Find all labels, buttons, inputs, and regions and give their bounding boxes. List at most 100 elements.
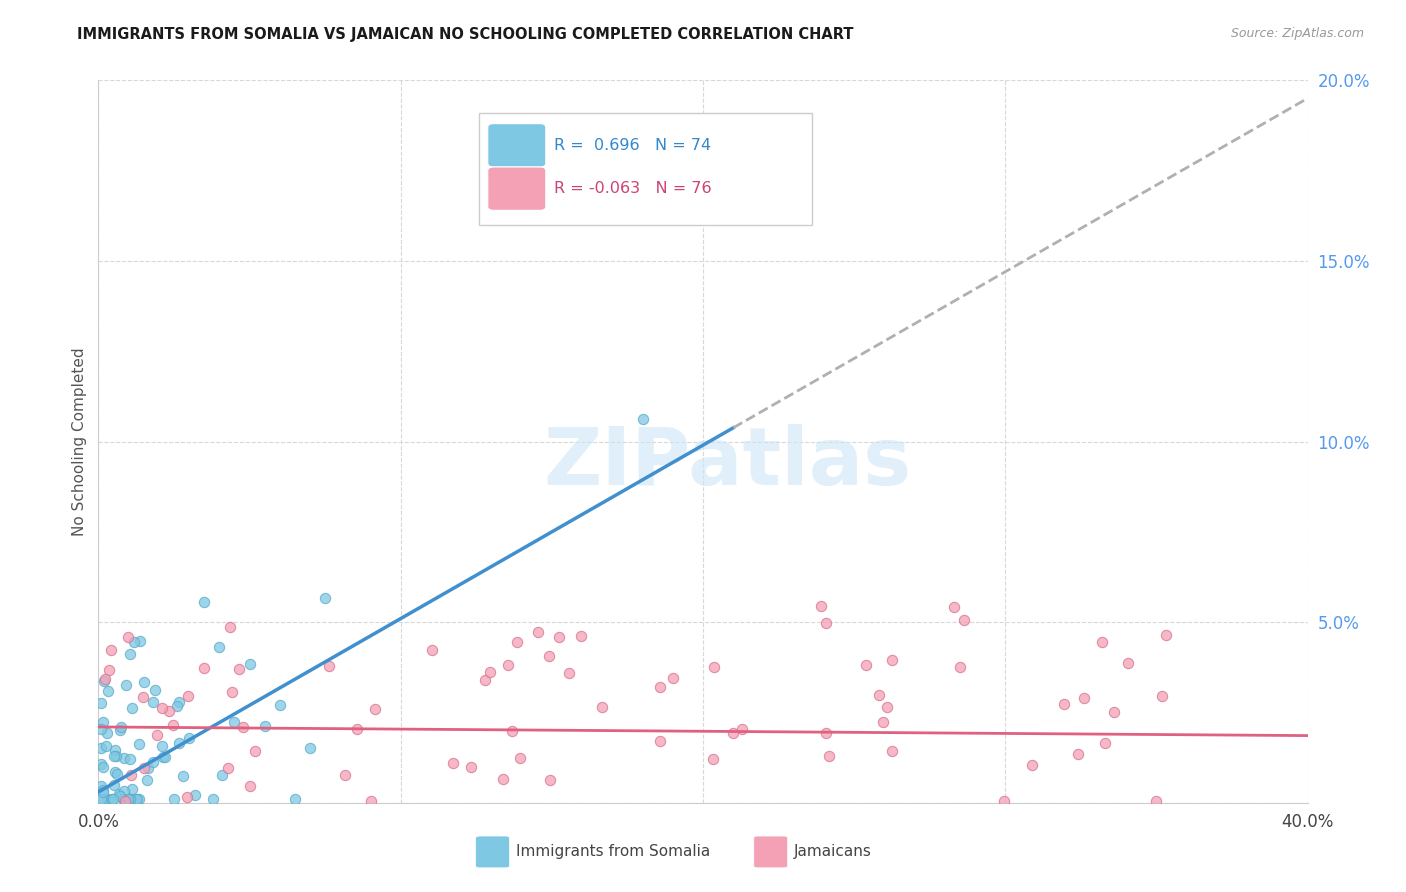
Point	[97, 792, 120, 806]
Point	[702, 751, 724, 765]
Text: IMMIGRANTS FROM SOMALIA VS JAMAICAN NO SCHOOLING COMPLETED CORRELATION CHART: IMMIGRANTS FROM SOMALIA VS JAMAICAN NO S…	[77, 27, 853, 42]
Point	[122, 634, 145, 648]
Point	[163, 792, 186, 806]
Point	[91, 782, 114, 797]
Point	[166, 699, 188, 714]
Point	[868, 688, 890, 702]
Point	[90, 792, 112, 806]
Point	[117, 792, 139, 806]
Point	[128, 792, 150, 806]
Point	[631, 412, 654, 426]
Point	[882, 653, 904, 667]
Point	[219, 620, 242, 634]
FancyBboxPatch shape	[488, 124, 546, 167]
Point	[548, 631, 571, 645]
Point	[132, 690, 155, 704]
Point	[505, 634, 527, 648]
Text: R =  0.696   N = 74: R = 0.696 N = 74	[554, 137, 711, 153]
Point	[91, 785, 114, 799]
Point	[509, 750, 531, 764]
Point	[460, 760, 482, 774]
Point	[1116, 656, 1139, 670]
Point	[91, 714, 114, 729]
Point	[118, 648, 141, 662]
Point	[162, 718, 184, 732]
Point	[501, 724, 523, 739]
Point	[98, 663, 121, 677]
Point	[117, 630, 139, 644]
Point	[478, 665, 501, 679]
Point	[872, 715, 894, 730]
Point	[314, 591, 336, 605]
Point	[153, 749, 176, 764]
Point	[110, 723, 132, 737]
Point	[1073, 690, 1095, 705]
Point	[815, 616, 838, 631]
Point	[136, 761, 159, 775]
Point	[142, 695, 165, 709]
Point	[346, 722, 368, 736]
Point	[112, 792, 135, 806]
Point	[105, 748, 128, 763]
Point	[1156, 628, 1178, 642]
Point	[299, 741, 322, 756]
Point	[1094, 736, 1116, 750]
Point	[537, 648, 560, 663]
Text: Source: ZipAtlas.com: Source: ZipAtlas.com	[1230, 27, 1364, 40]
Point	[103, 792, 125, 806]
Point	[650, 681, 672, 695]
FancyBboxPatch shape	[479, 112, 811, 225]
Point	[93, 792, 115, 806]
Point	[993, 794, 1015, 808]
Point	[228, 662, 250, 676]
Point	[90, 697, 112, 711]
Point	[91, 760, 114, 774]
Point	[104, 743, 127, 757]
Point	[731, 722, 754, 736]
Point	[253, 719, 276, 733]
Point	[1150, 689, 1173, 703]
Point	[239, 657, 262, 671]
Point	[1144, 794, 1167, 808]
Point	[1067, 747, 1090, 761]
Point	[96, 725, 118, 739]
Point	[949, 660, 972, 674]
Point	[121, 701, 143, 715]
FancyBboxPatch shape	[754, 836, 787, 868]
Point	[121, 781, 143, 796]
Point	[110, 720, 132, 734]
Point	[815, 726, 838, 740]
Point	[538, 772, 561, 787]
Point	[93, 673, 115, 688]
Point	[360, 794, 382, 808]
Point	[112, 792, 135, 806]
Point	[132, 674, 155, 689]
Point	[953, 613, 976, 627]
Point	[232, 721, 254, 735]
Point	[143, 683, 166, 698]
Point	[239, 780, 262, 794]
Point	[318, 659, 340, 673]
Point	[474, 673, 496, 687]
Point	[142, 755, 165, 769]
Point	[135, 773, 157, 788]
Point	[112, 751, 135, 765]
Point	[90, 722, 112, 736]
Point	[527, 625, 550, 640]
Point	[157, 704, 180, 718]
Text: Immigrants from Somalia: Immigrants from Somalia	[516, 845, 710, 859]
Point	[114, 678, 136, 692]
Point	[662, 671, 685, 685]
Point	[243, 744, 266, 758]
Point	[364, 702, 387, 716]
Point	[118, 792, 141, 806]
Point	[876, 700, 898, 714]
Point	[441, 756, 464, 770]
Text: ZIPatlas: ZIPatlas	[543, 425, 911, 502]
Point	[134, 761, 156, 775]
Point	[104, 764, 127, 779]
Point	[110, 789, 132, 804]
Point	[150, 701, 173, 715]
Point	[118, 792, 141, 806]
Point	[107, 788, 129, 802]
